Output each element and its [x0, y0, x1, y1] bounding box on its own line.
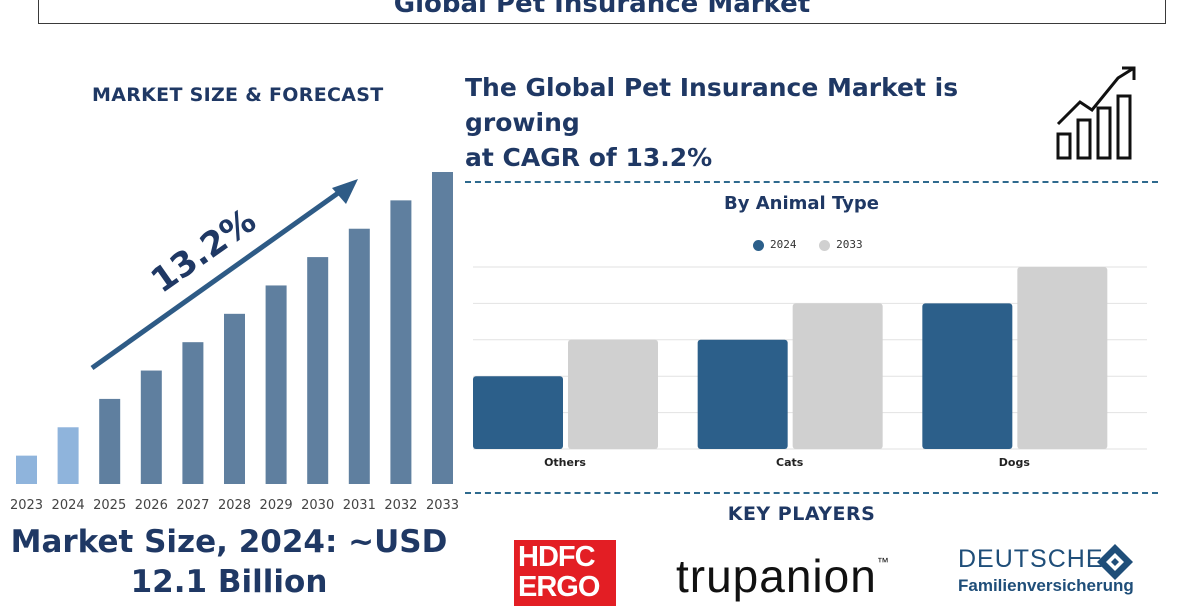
animal-bar-others-2033 — [568, 339, 658, 449]
divider-top — [465, 181, 1158, 183]
trupanion-wordmark: trupanion — [676, 550, 877, 602]
forecast-bar-2027 — [182, 342, 204, 484]
growth-arrow-head — [332, 179, 358, 204]
market-size-text: Market Size, 2024: ~USD 12.1 Billion — [0, 522, 458, 602]
legend-swatch-2033 — [819, 239, 831, 251]
forecast-bar-2031 — [348, 228, 370, 484]
forecast-bar-2023 — [16, 455, 37, 484]
animal-bar-cats-2024 — [697, 339, 788, 449]
market-size-line1: Market Size, 2024: ~USD — [10, 524, 448, 560]
growth-arrow-line — [90, 183, 350, 371]
forecast-tick-label: 2031 — [343, 498, 376, 513]
animal-category-label: Cats — [776, 456, 804, 469]
divider-bottom — [465, 492, 1158, 494]
cagr-line2: at CAGR of 13.2% — [465, 143, 713, 172]
title-bar: Global Pet Insurance Market — [38, 0, 1166, 24]
market-size-heading: MARKET SIZE & FORECAST — [92, 84, 384, 106]
forecast-bar-2029 — [265, 285, 287, 484]
diamond-logo-icon — [1097, 544, 1133, 580]
animal-category-label: Dogs — [999, 456, 1031, 469]
deutsche-familienversicherung-logo: DEUTSCHE Familienversicherung — [958, 545, 1134, 596]
forecast-bar-2026 — [140, 370, 162, 484]
forecast-bar-2030 — [307, 257, 329, 484]
animal-bar-cats-2033 — [792, 303, 883, 449]
legend-item-2033: 2033 — [819, 238, 863, 251]
deutsche-logo-line2: Familienversicherung — [958, 576, 1134, 595]
forecast-tick-label: 2033 — [426, 498, 459, 513]
cagr-statement: The Global Pet Insurance Market is growi… — [465, 70, 1065, 175]
animal-chart-title: By Animal Type — [724, 193, 879, 214]
growth-chart-icon — [1056, 66, 1136, 160]
hdfc-ergo-logo: HDFC ERGO — [514, 540, 616, 606]
legend-swatch-2024 — [753, 239, 764, 251]
animal-bar-dogs-2033 — [1017, 267, 1108, 449]
forecast-tick-label: 2032 — [384, 498, 417, 513]
forecast-bar-chart: 2023 2024 2025 2026 2027 2028 2029 2030 2031 2032… — [10, 172, 459, 513]
legend-label-2024: 2024 — [770, 238, 797, 251]
forecast-tick-label: 2024 — [52, 498, 85, 513]
legend-label-2033: 2033 — [836, 238, 863, 251]
hdfc-logo-line1: HDFC — [518, 541, 596, 573]
animal-type-bar-chart: Others Cats Dogs — [473, 266, 1147, 469]
forecast-tick-label: 2023 — [10, 498, 43, 513]
forecast-bar-2024 — [57, 427, 79, 484]
forecast-bar-2032 — [390, 200, 412, 484]
forecast-bar-2033 — [432, 172, 453, 484]
cagr-line1: The Global Pet Insurance Market is growi… — [465, 73, 959, 137]
forecast-tick-label: 2029 — [260, 498, 293, 513]
forecast-tick-label: 2028 — [218, 498, 251, 513]
market-size-line2: 12.1 Billion — [130, 564, 328, 600]
animal-bar-others-2024 — [473, 376, 563, 449]
animal-bar-dogs-2024 — [922, 303, 1013, 449]
forecast-bar-2025 — [99, 398, 121, 484]
key-players-title: KEY PLAYERS — [727, 503, 876, 525]
trupanion-logo: trupanion™ — [676, 549, 890, 603]
legend-item-2024: 2024 — [753, 238, 797, 251]
forecast-bar-2028 — [224, 313, 245, 484]
forecast-tick-label: 2030 — [301, 498, 334, 513]
forecast-tick-label: 2025 — [93, 498, 126, 513]
animal-category-label: Others — [544, 456, 586, 469]
forecast-tick-label: 2026 — [135, 498, 168, 513]
trademark-symbol: ™ — [876, 555, 890, 569]
forecast-tick-label: 2027 — [176, 498, 209, 513]
animal-chart-legend: 2024 2033 — [753, 238, 879, 251]
hdfc-logo-line2: ERGO — [518, 571, 600, 603]
page-title: Global Pet Insurance Market — [393, 0, 811, 19]
deutsche-logo-line1: DEUTSCHE — [958, 545, 1104, 573]
